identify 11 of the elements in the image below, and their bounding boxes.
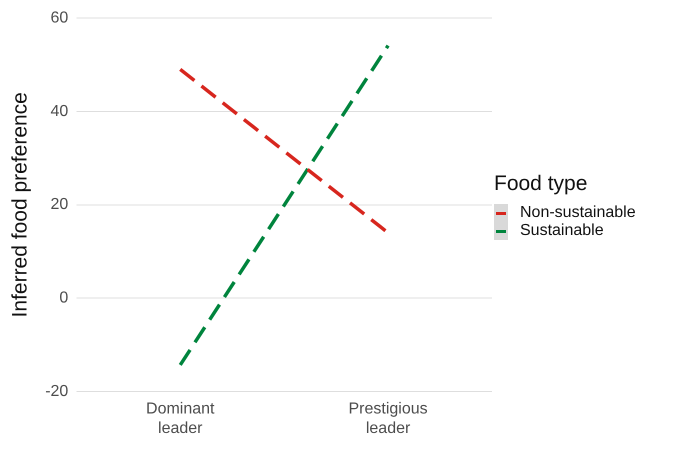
y-tick-label: 0 (59, 290, 68, 307)
y-tick-label: -20 (45, 383, 68, 400)
legend-title: Food type (494, 172, 588, 196)
y-tick-label: 40 (50, 102, 68, 120)
x-tick-label: Dominant leader (146, 400, 216, 437)
y-tick-label: 60 (50, 9, 68, 26)
legend-label: Sustainable (520, 222, 604, 240)
y-axis-title: Inferred food preference (8, 92, 32, 318)
y-tick-label: 20 (50, 196, 68, 214)
legend-label: Non-sustainable (520, 204, 636, 222)
x-tick-label: Prestigious leader (348, 400, 428, 437)
